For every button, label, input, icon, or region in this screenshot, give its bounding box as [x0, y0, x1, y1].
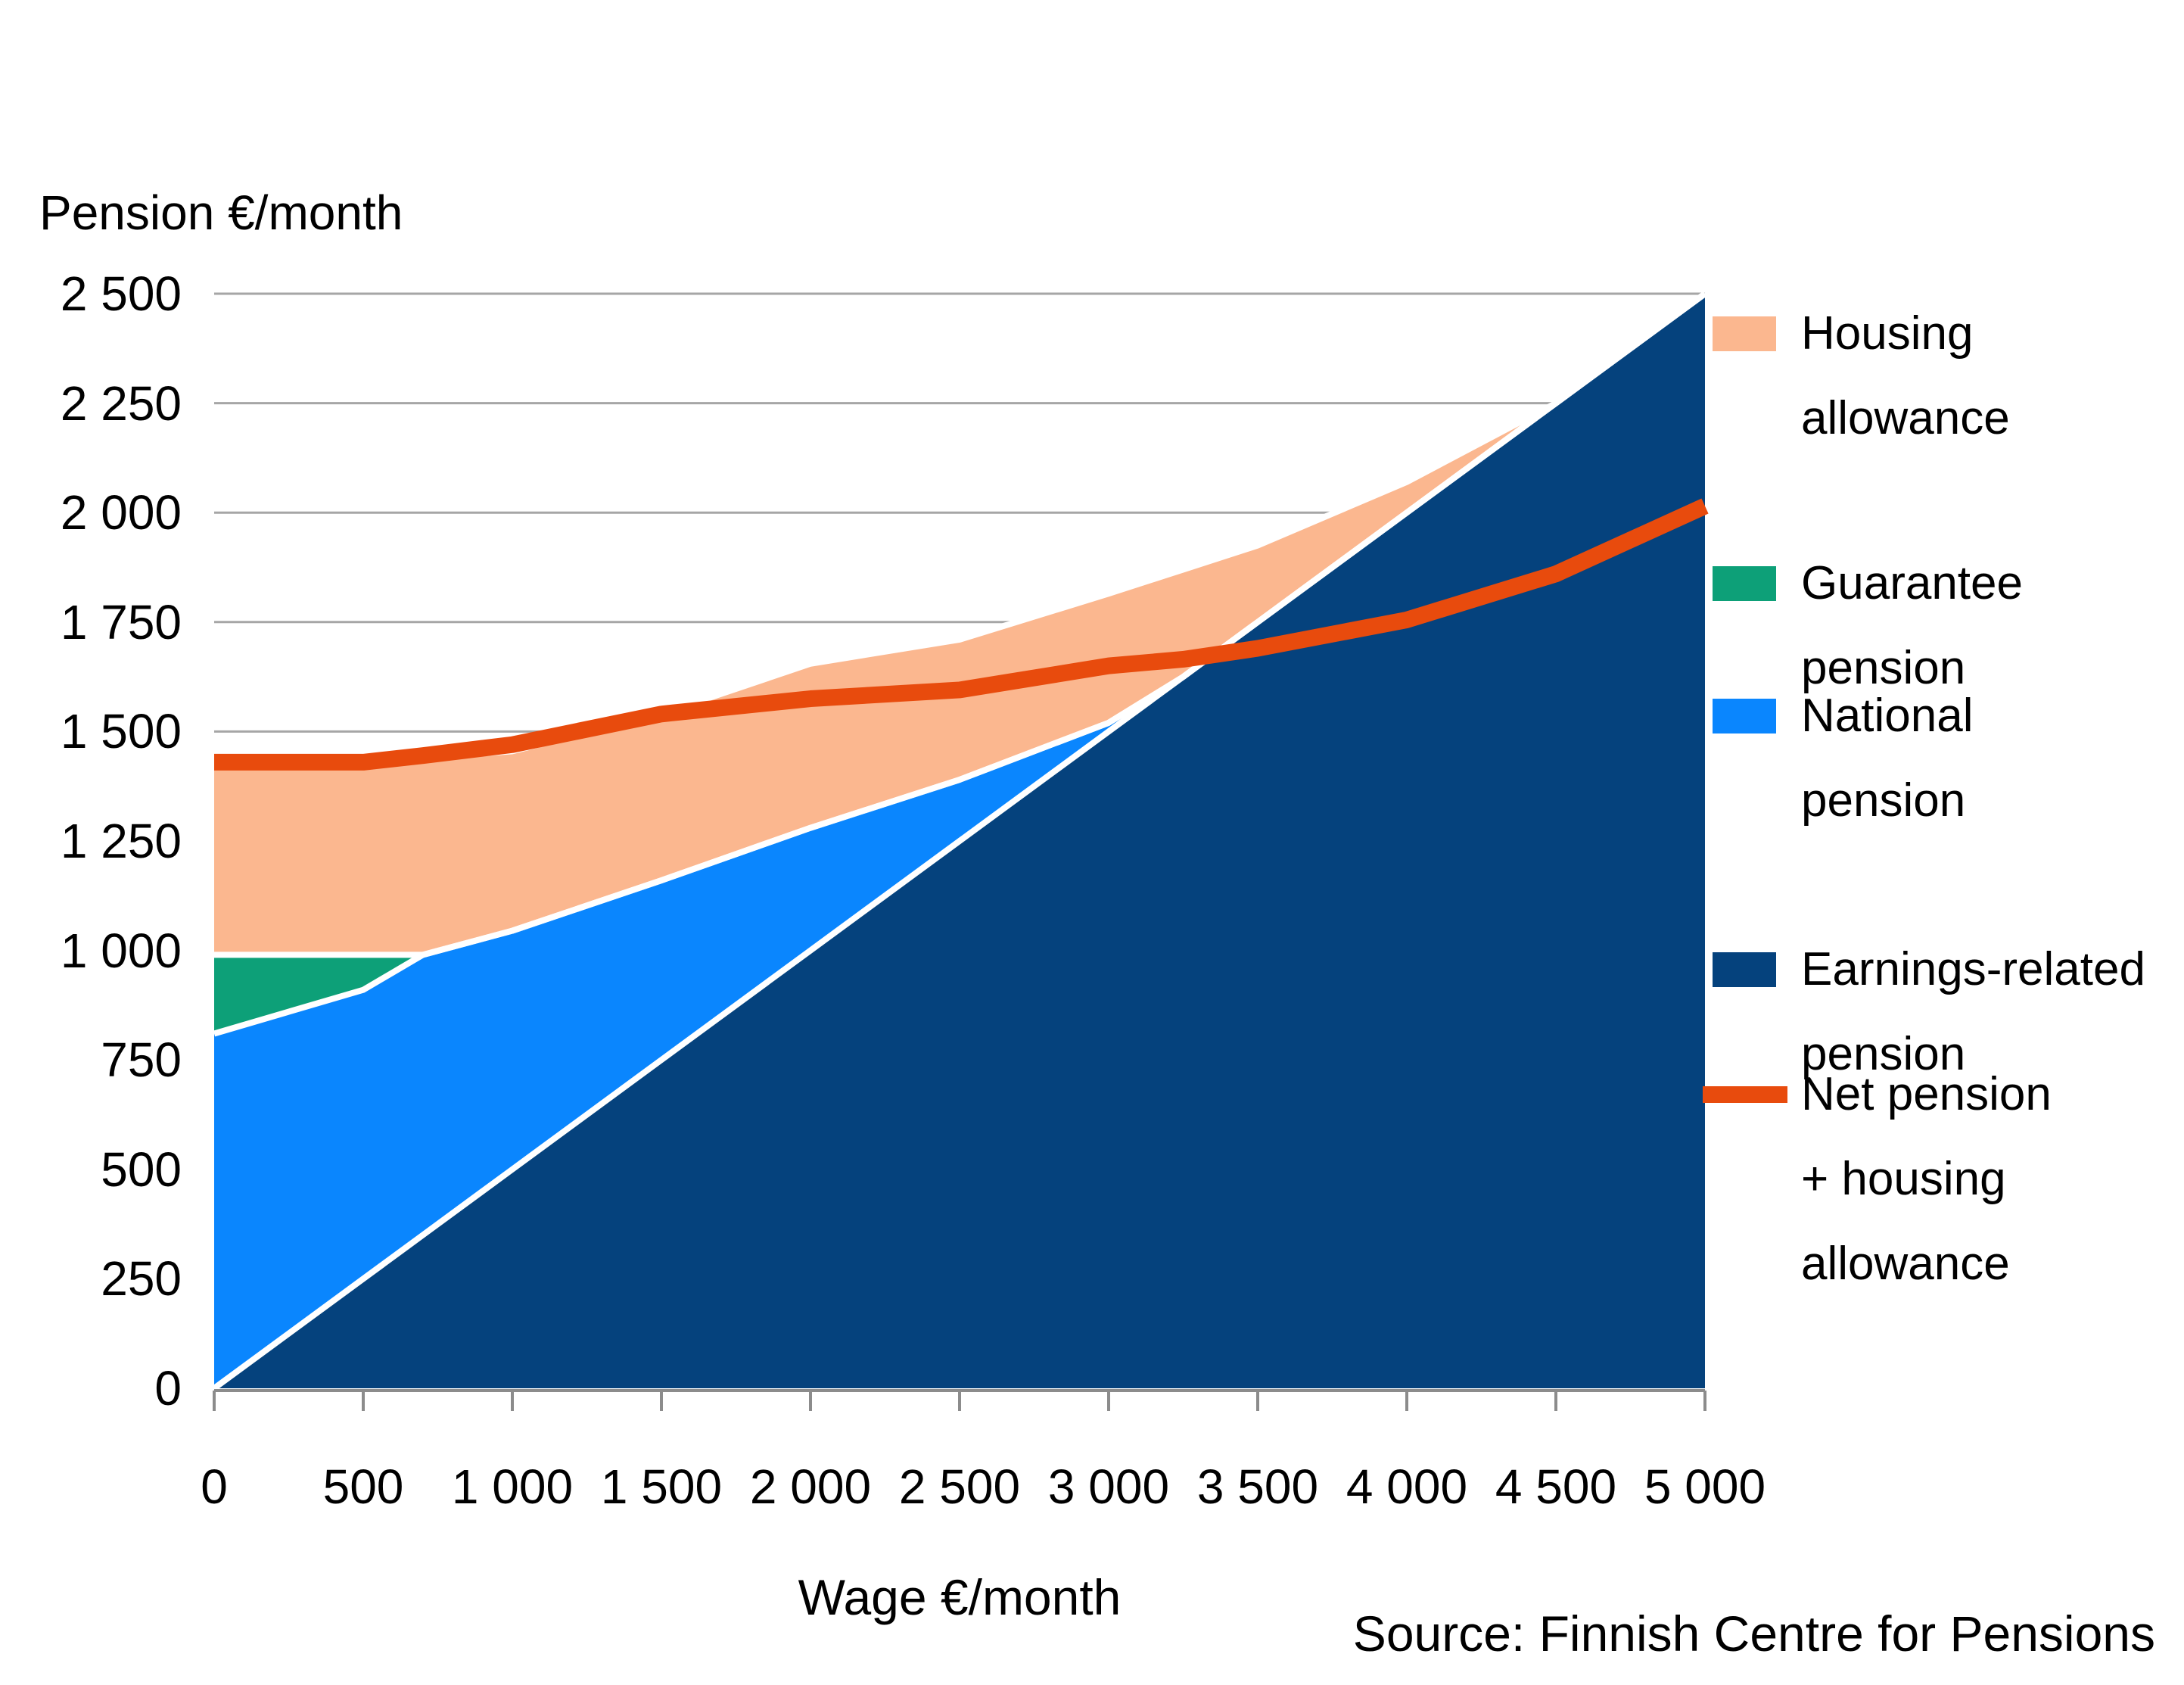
- source-note: Source: Finnish Centre for Pensions: [1352, 1606, 2155, 1662]
- y-axis-tick-label: 2 250: [60, 375, 182, 431]
- legend-label: Guarantee: [1801, 557, 2023, 609]
- y-axis-tick-label: 1 000: [60, 923, 182, 978]
- x-axis-tick-label: 2 500: [898, 1459, 1021, 1514]
- y-axis-tick-label: 2 000: [60, 485, 182, 540]
- x-axis-tick-label: 2 000: [749, 1459, 872, 1514]
- legend-label: + housing: [1801, 1153, 2006, 1205]
- legend-label: pension: [1801, 774, 1966, 827]
- y-axis-tick-label: 2 500: [60, 266, 182, 321]
- area-guarantee-pension: [214, 294, 1705, 1034]
- y-axis-tick-label: 500: [101, 1142, 182, 1197]
- housing-allowance-swatch-icon: [1713, 316, 1776, 351]
- x-axis-tick-label: 3 500: [1196, 1459, 1319, 1514]
- legend-label: Housing: [1801, 307, 1974, 360]
- y-axis-tick-label: 750: [101, 1032, 182, 1088]
- earnings-related-pension-swatch-icon: [1713, 952, 1776, 987]
- y-axis-tick-label: 1 500: [60, 704, 182, 759]
- y-axis-tick-label: 1 250: [60, 814, 182, 868]
- chart-title: Pension €/month: [39, 185, 403, 240]
- legend-label: Net pension: [1801, 1068, 2052, 1120]
- x-axis-tick-label: 3 000: [1047, 1459, 1170, 1514]
- x-axis-tick-label: 0: [201, 1459, 228, 1514]
- x-axis-title: Wage €/month: [798, 1569, 1122, 1625]
- legend-label: pension: [1801, 642, 1966, 694]
- x-axis-tick-label: 4 500: [1495, 1459, 1617, 1514]
- y-axis-tick-label: 250: [101, 1251, 182, 1307]
- guarantee-pension-swatch-icon: [1713, 566, 1776, 601]
- legend-label: Earnings-related: [1801, 943, 2145, 995]
- legend: Housing allowance Guarantee pension Nati…: [1695, 0, 2184, 1685]
- x-axis-tick-label: 1 500: [600, 1459, 723, 1514]
- net-pension-line-swatch-icon: [1703, 1086, 1787, 1103]
- line-net-pension-housing-allowance: [214, 498, 1709, 771]
- national-pension-swatch-icon: [1713, 699, 1776, 733]
- x-axis-tick-label: 500: [322, 1459, 404, 1514]
- y-axis-tick-label: 0: [154, 1361, 182, 1416]
- x-axis-tick-label: 1 000: [451, 1459, 574, 1514]
- x-axis-tick-label: 5 000: [1644, 1459, 1766, 1514]
- boundary-guarantee-pension: [214, 291, 1707, 958]
- legend-label: pension: [1801, 1028, 1966, 1080]
- x-axis-tick-label: 4 000: [1346, 1459, 1468, 1514]
- area-housing-allowance: [214, 294, 1705, 955]
- y-axis-tick-label: 1 750: [60, 594, 182, 649]
- legend-label: National: [1801, 690, 1974, 742]
- legend-label: allowance: [1801, 392, 2010, 444]
- legend-label: allowance: [1801, 1238, 2010, 1290]
